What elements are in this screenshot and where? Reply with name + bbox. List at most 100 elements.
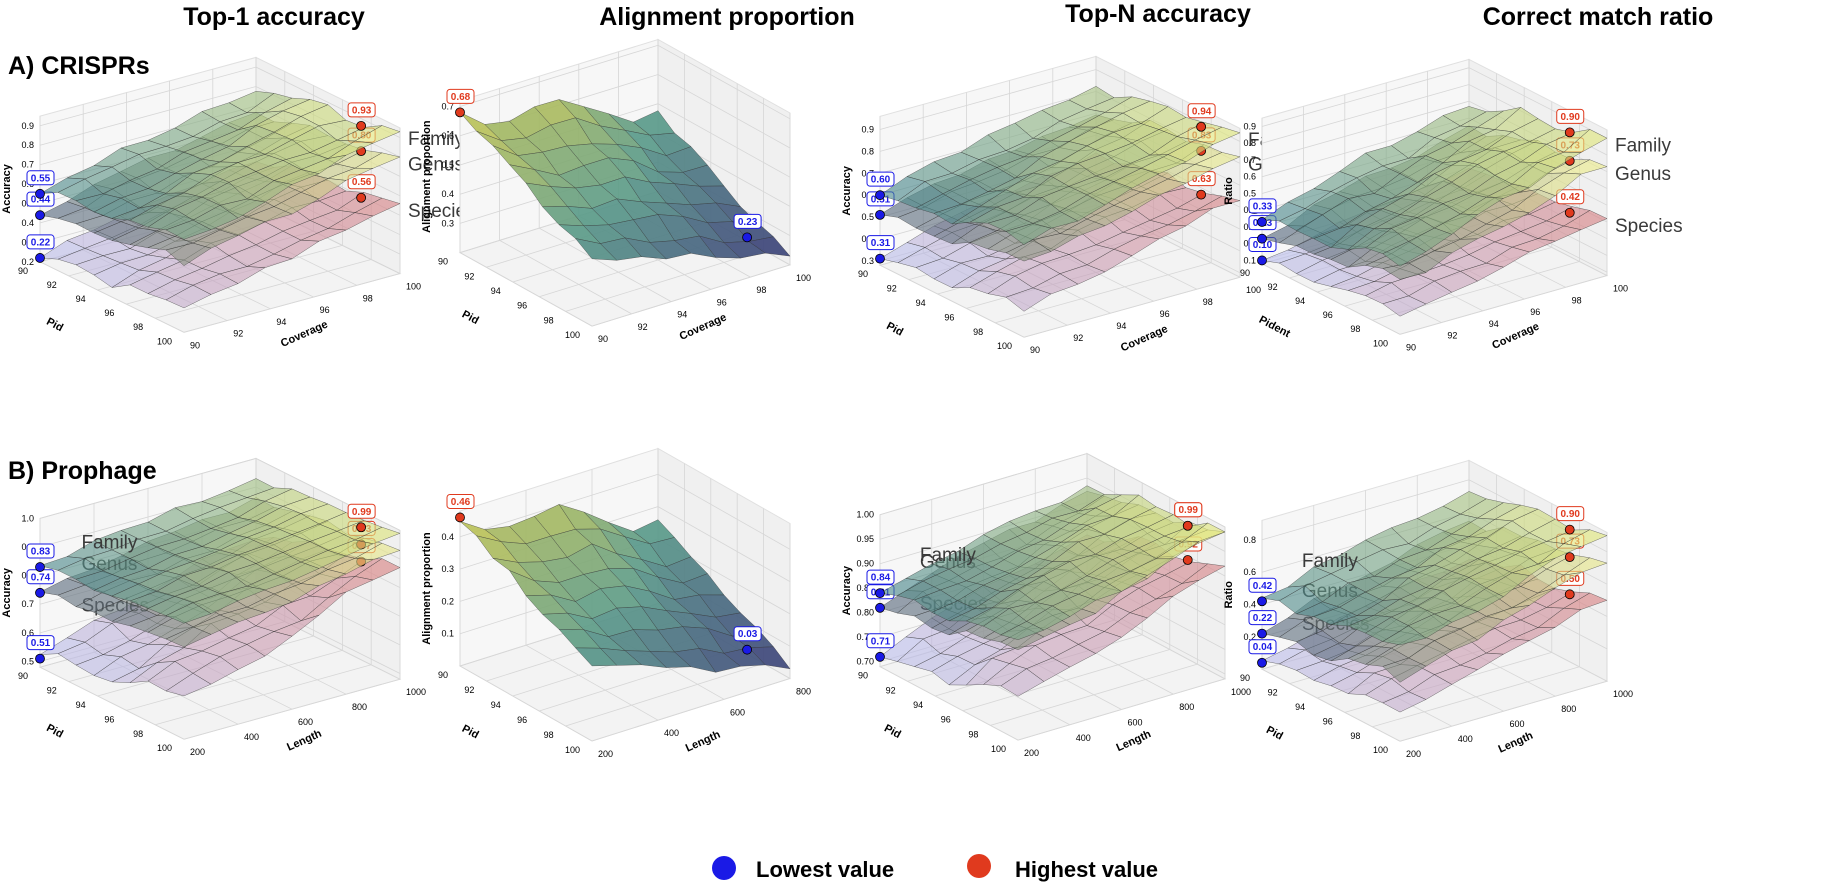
z-tick-label: 0.5 (441, 160, 454, 170)
surface-facet (165, 626, 212, 648)
y-tick-label: 400 (1076, 733, 1091, 743)
extreme-markers: 0.60 0.94 (866, 103, 1216, 201)
extreme-markers: 0.03 0.46 (446, 493, 762, 655)
y-tick-label: 600 (1128, 717, 1143, 727)
row-title-prophage: B) Prophage (8, 457, 157, 485)
lowest-value: 0.22 (1253, 613, 1273, 624)
y-tick-label: 800 (352, 702, 367, 712)
x-tick-label: 98 (544, 315, 554, 325)
highest-value-marker (455, 512, 465, 523)
lowest-badge (26, 543, 55, 559)
surface-facet (1382, 241, 1427, 267)
lowest-value: 0.84 (871, 573, 891, 584)
y-tick-label: 800 (1561, 704, 1576, 714)
z-tick-label: 0.90 (856, 559, 874, 569)
grid-line (1261, 263, 1401, 335)
y-tick-label: 100 (1246, 285, 1261, 295)
surface-facet (165, 673, 212, 697)
y-tick-label: 600 (730, 707, 745, 717)
highest-value: 0.42 (1561, 192, 1581, 203)
x-tick-label: 96 (517, 715, 527, 725)
extreme-markers: 0.22 0.56 (26, 174, 376, 263)
highest-badge (1556, 506, 1585, 522)
x-tick-label: 92 (47, 686, 57, 696)
y-tick-label: 96 (1530, 307, 1540, 317)
lowest-value-marker (1257, 233, 1267, 244)
z-tick-label: 0.7 (21, 160, 34, 170)
x-tick-label: 96 (944, 312, 954, 322)
surface-facet (1005, 287, 1052, 312)
surface-alignment-proportion: 0.23 0.68 (446, 88, 791, 261)
lowest-value: 0.55 (31, 173, 51, 184)
x-tick-label: 96 (517, 301, 527, 311)
y-tick-label: 98 (756, 285, 766, 295)
grid-line (1023, 276, 1241, 338)
series-label: Species (408, 201, 476, 222)
z-tick-label: 0.5 (1243, 188, 1256, 198)
surface-family: 0.600.94Family (866, 86, 1304, 245)
highest-value: 0.46 (451, 497, 471, 508)
y-tick-label: 1000 (1231, 687, 1251, 697)
x-tick-label: 100 (1373, 338, 1388, 348)
lowest-value-marker (1257, 255, 1267, 266)
y-tick-label: 200 (1024, 748, 1039, 758)
surface-facet (574, 238, 618, 261)
highest-value: 0.63 (1192, 174, 1212, 185)
z-tick-label: 0.95 (856, 534, 874, 544)
y-tick-label: 92 (1073, 333, 1083, 343)
x-tick-label: 96 (1323, 716, 1333, 726)
grid-line (39, 261, 185, 333)
chart-1: 909294969810090929496981000.20.30.40.50.… (1, 56, 476, 350)
z-tick-label: 0.80 (856, 608, 874, 618)
surface-facet (574, 647, 618, 667)
highest-value: 0.94 (1192, 106, 1212, 117)
highest-value-marker (1182, 555, 1193, 565)
grid-line (499, 240, 632, 315)
y-tick-label: 800 (1179, 702, 1194, 712)
y-tick-label: 800 (796, 687, 811, 697)
x-tick-label: 96 (104, 308, 114, 318)
y-tick-label: 98 (1203, 297, 1213, 307)
lowest-value: 0.23 (738, 217, 758, 228)
z-tick-label: 0.5 (21, 656, 34, 666)
surface-family: 0.83 0.99 Family (26, 478, 401, 624)
lowest-value-marker (35, 188, 45, 199)
x-tick-label: 98 (1350, 324, 1360, 334)
highest-badge (1556, 189, 1585, 205)
legend-high-label: Highest value (1015, 857, 1158, 882)
lowest-badge (866, 235, 895, 251)
x-tick-label: 92 (47, 280, 57, 290)
x-tick-label: 98 (133, 322, 143, 332)
z-tick-label: 0.9 (21, 121, 34, 131)
extreme-markers: 0.33 0.90 (1248, 108, 1585, 227)
surface-facet (1000, 621, 1045, 640)
column-title-4: Correct match ratio (1483, 3, 1714, 31)
highest-badge (347, 503, 376, 519)
highest-badge (347, 102, 376, 118)
z-tick-label: 0.2 (441, 596, 454, 606)
lowest-badge (26, 234, 55, 250)
grid-line (995, 262, 1212, 324)
x-tick-label: 90 (1240, 268, 1250, 278)
surface-facet (1382, 625, 1427, 646)
legend-low-label: Lowest value (756, 857, 894, 882)
z-tick-label: 0.8 (21, 140, 34, 150)
y-tick-label: 100 (406, 282, 421, 292)
lowest-badge (866, 569, 895, 585)
grid-line (183, 273, 401, 333)
z-tick-label: 0.7 (21, 599, 34, 609)
chart-7: 90 92 94 96 98 100 200 400 600 800 1000 0.70 0.75 0.8… (841, 452, 1251, 758)
x-tick-label: 94 (1295, 702, 1305, 712)
grid-line (459, 665, 593, 742)
surface-facet (165, 219, 212, 240)
grid-line (539, 227, 672, 302)
x-tick-label: 94 (491, 286, 501, 296)
z-axis-title: Accuracy (1, 567, 13, 617)
series-label: Genus (408, 154, 464, 175)
z-axis-title: Accuracy (1, 163, 13, 213)
lowest-badge (1248, 610, 1277, 626)
y-tick-label: 600 (1510, 719, 1525, 729)
y-tick-label: 200 (598, 749, 613, 759)
z-tick-label: 0.85 (856, 583, 874, 593)
